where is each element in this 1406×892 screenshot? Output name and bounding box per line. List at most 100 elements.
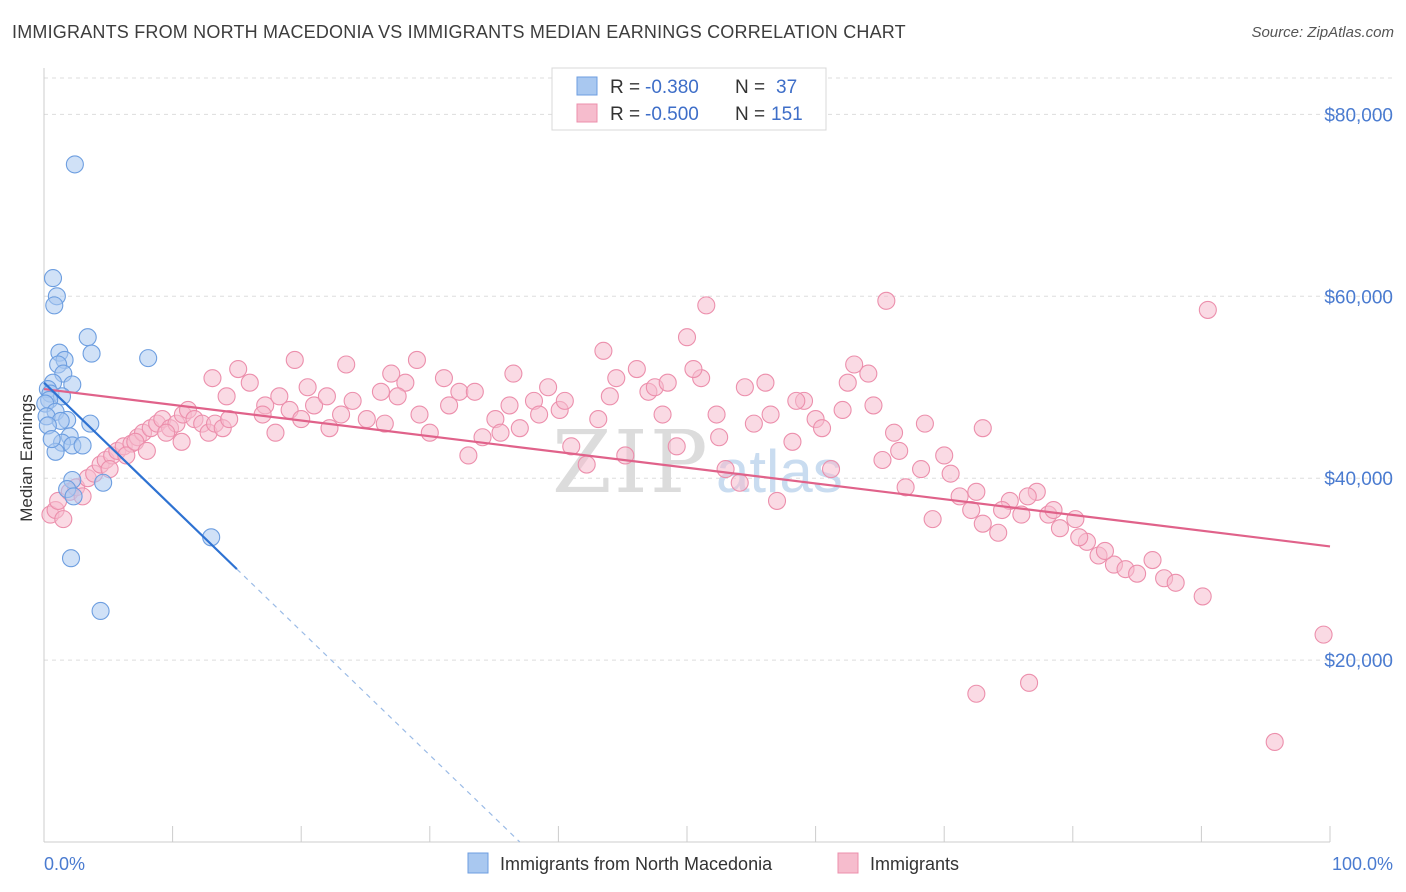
point-immigrants [653, 405, 672, 424]
point-north-macedonia [64, 487, 83, 506]
legend-n-value-1: 37 [776, 77, 797, 98]
trend-line-north-macedonia [43, 381, 238, 570]
legend-n-label-1: N = [735, 77, 765, 98]
point-immigrants [1044, 500, 1063, 520]
point-immigrants [371, 382, 390, 401]
series-legend-swatch-blue [467, 852, 489, 874]
point-immigrants [993, 500, 1012, 520]
point-immigrants [756, 373, 775, 392]
y-axis-label: Median Earnings [17, 394, 36, 522]
point-immigrants [54, 510, 73, 529]
point-immigrants [1198, 300, 1217, 319]
point-immigrants [157, 423, 176, 442]
point-immigrants [658, 373, 677, 392]
point-immigrants [1020, 673, 1039, 692]
point-immigrants [137, 441, 156, 460]
point-immigrants [589, 410, 608, 429]
point-immigrants [1143, 550, 1162, 570]
series-legend-swatch-pink [837, 852, 859, 874]
point-immigrants [877, 291, 896, 310]
point-north-macedonia [94, 473, 113, 492]
point-immigrants [317, 387, 336, 406]
point-immigrants [967, 684, 986, 703]
point-immigrants [172, 432, 191, 451]
point-immigrants [710, 428, 729, 447]
point-immigrants [594, 341, 613, 360]
legend-swatch-blue [576, 76, 598, 96]
point-immigrants [684, 359, 703, 379]
legend-n-label-2: N = [735, 104, 765, 125]
point-north-macedonia [73, 436, 92, 455]
y-tick-label: $60,000 [1324, 287, 1393, 308]
point-north-macedonia [82, 344, 101, 363]
point-immigrants [896, 478, 915, 497]
point-immigrants [407, 350, 426, 370]
point-immigrants [838, 373, 857, 392]
point-immigrants [973, 419, 992, 438]
point-immigrants [1265, 732, 1284, 752]
point-immigrants [459, 446, 478, 465]
point-immigrants [539, 378, 558, 397]
point-immigrants [510, 419, 529, 438]
legend-r-value-2: -0.500 [645, 104, 699, 125]
legend-swatch-pink [576, 103, 598, 123]
point-immigrants [716, 460, 735, 479]
point-north-macedonia [139, 349, 158, 368]
series-legend: Immigrants from North Macedonia Immigran… [467, 852, 959, 874]
point-immigrants [229, 359, 248, 379]
point-immigrants [873, 450, 892, 470]
point-immigrants [555, 391, 574, 410]
point-immigrants [1070, 528, 1089, 547]
point-immigrants [530, 405, 549, 424]
point-immigrants [744, 414, 763, 433]
point-immigrants [735, 378, 754, 397]
point-immigrants [833, 400, 852, 420]
point-immigrants [864, 396, 883, 415]
legend-r-label-1: R = [610, 77, 640, 98]
point-immigrants [812, 419, 832, 438]
legend-r-value-1: -0.380 [645, 77, 699, 98]
trend-lines [43, 381, 1331, 843]
point-immigrants [1066, 510, 1085, 529]
point-immigrants [973, 514, 992, 533]
point-north-macedonia [43, 269, 63, 288]
point-immigrants [266, 423, 285, 442]
point-immigrants [491, 423, 510, 442]
point-immigrants [667, 437, 686, 456]
source-credit: Source: ZipAtlas.com [1251, 24, 1394, 41]
point-immigrants [1050, 519, 1069, 538]
point-immigrants [357, 410, 376, 429]
x-tick-label-max: 100.0% [1332, 854, 1393, 874]
points-immigrants [41, 291, 1333, 752]
point-immigrants [677, 328, 697, 347]
y-tick-label: $40,000 [1324, 469, 1393, 490]
x-tick-label-min: 0.0% [44, 854, 85, 874]
point-immigrants [562, 437, 581, 456]
trend-line-immigrants [43, 387, 1331, 548]
point-immigrants [767, 491, 787, 510]
point-immigrants [912, 460, 931, 479]
point-immigrants [410, 405, 429, 424]
point-immigrants [890, 441, 909, 460]
point-immigrants [821, 460, 841, 479]
point-north-macedonia [65, 155, 84, 174]
point-immigrants [440, 396, 459, 415]
point-immigrants [1012, 505, 1031, 524]
point-immigrants [375, 414, 394, 433]
axes [43, 68, 1331, 843]
point-immigrants [220, 410, 239, 429]
point-immigrants [627, 359, 646, 379]
point-north-macedonia [81, 414, 100, 433]
point-immigrants [1018, 487, 1037, 506]
point-immigrants [923, 510, 942, 529]
legend-r-label-2: R = [610, 104, 640, 125]
point-immigrants [607, 369, 626, 388]
y-tick-labels: $20,000 $40,000 $60,000 $80,000 [1324, 105, 1393, 672]
point-immigrants [730, 473, 749, 492]
point-immigrants [859, 364, 878, 383]
series-legend-label-pink: Immigrants [870, 854, 959, 874]
point-immigrants [465, 382, 484, 401]
point-immigrants [332, 405, 351, 424]
point-immigrants [504, 364, 523, 383]
